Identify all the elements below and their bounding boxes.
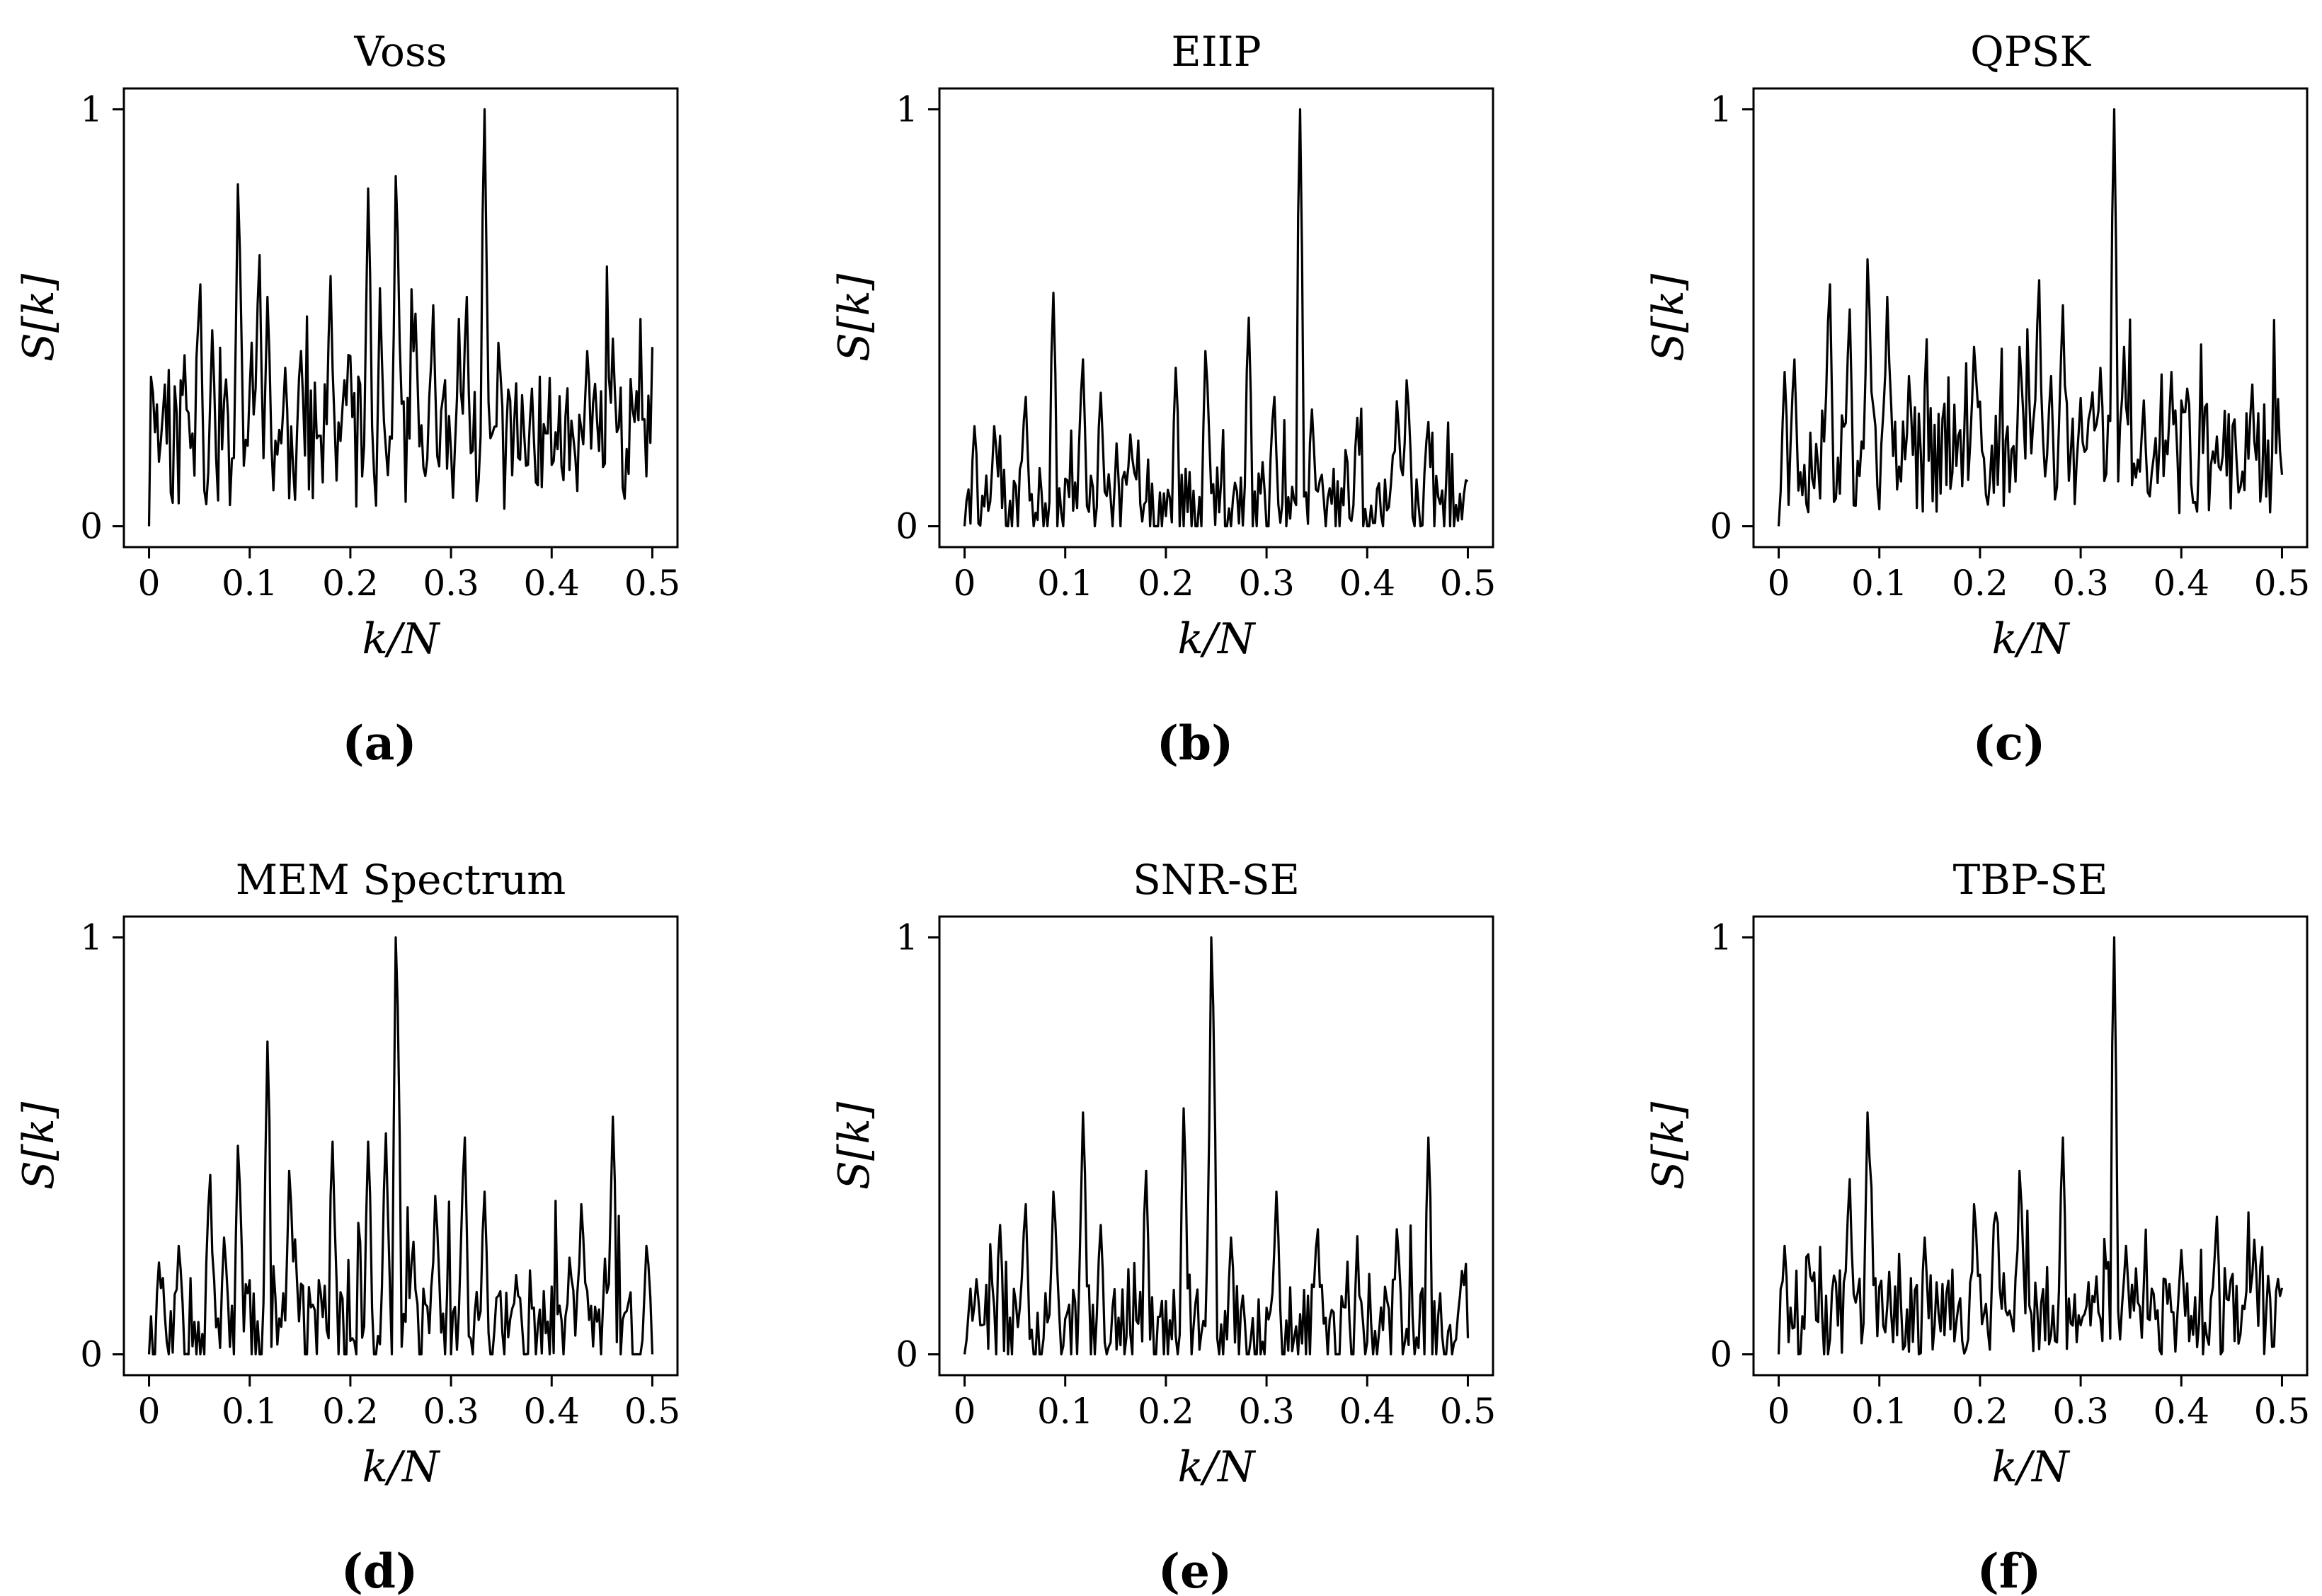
x-tick-label: 0.5 bbox=[2254, 563, 2311, 604]
plot-frame bbox=[1752, 87, 2309, 549]
y-tick-label: 1 bbox=[1710, 917, 1732, 958]
plot-frame bbox=[938, 915, 1494, 1377]
x-tick-label: 0.3 bbox=[2052, 563, 2109, 604]
panel-title: MEM Spectrum bbox=[236, 856, 566, 904]
panel-title: Voss bbox=[353, 28, 447, 76]
y-tick-label: 1 bbox=[80, 917, 103, 958]
x-axis-label: k/N bbox=[1177, 1442, 1257, 1492]
panel-tag: (f) bbox=[1977, 1544, 2042, 1596]
series-line bbox=[1777, 108, 2284, 527]
x-tick-label: 0.2 bbox=[1138, 563, 1194, 604]
x-tick-label: 0.5 bbox=[1440, 1391, 1497, 1432]
x-tick-label: 0 bbox=[138, 563, 161, 604]
plot-frame bbox=[1752, 915, 2309, 1377]
x-tick-label: 0.1 bbox=[222, 563, 278, 604]
x-axis-label: k/N bbox=[1991, 614, 2071, 664]
x-axis-label: k/N bbox=[362, 1442, 441, 1492]
x-tick-label: 0.1 bbox=[1037, 1391, 1094, 1432]
x-tick-label: 0.3 bbox=[423, 563, 479, 604]
chart-panel-eiip: EIIP 0 0.1 0.2 0.3 0.4 0.5 0 1 k/N S[k] (b) bbox=[830, 28, 1496, 771]
panel-tag: (b) bbox=[1157, 716, 1234, 771]
panel-title: QPSK bbox=[1970, 28, 2091, 76]
y-tick-label: 1 bbox=[80, 88, 103, 130]
x-tick-label: 0.1 bbox=[1851, 1391, 1908, 1432]
y-axis-label: S[k] bbox=[14, 273, 64, 362]
y-axis-label: S[k] bbox=[1644, 273, 1693, 362]
panel-title: SNR-SE bbox=[1133, 856, 1300, 904]
x-tick-label: 0.1 bbox=[222, 1391, 278, 1432]
plot-frame bbox=[938, 87, 1494, 549]
x-tick-label: 0.3 bbox=[2052, 1391, 2109, 1432]
x-tick-label: 0 bbox=[1768, 563, 1790, 604]
panel-tag: (d) bbox=[341, 1544, 418, 1596]
x-tick-label: 0 bbox=[954, 1391, 976, 1432]
x-axis-label: k/N bbox=[1991, 1442, 2071, 1492]
panel-tag: (c) bbox=[1973, 716, 2046, 771]
chart-panel-voss: Voss 0 0.1 0.2 0.3 0.4 0.5 0 1 k/N S[k] (a) bbox=[14, 28, 680, 771]
x-tick-label: 0.2 bbox=[1952, 1391, 2008, 1432]
chart-panel-mem-spectrum: MEM Spectrum 0 0.1 0.2 0.3 0.4 0.5 0 1 k/N S[k] (d) bbox=[14, 856, 680, 1596]
x-tick-label: 0.4 bbox=[524, 1391, 580, 1432]
panel-title: EIIP bbox=[1171, 28, 1261, 76]
panel-tag: (a) bbox=[342, 716, 416, 771]
x-tick-label: 0 bbox=[954, 563, 976, 604]
series-line bbox=[963, 936, 1470, 1356]
x-tick-label: 0.3 bbox=[1238, 563, 1295, 604]
series-line bbox=[1777, 936, 2284, 1356]
panel-tag: (e) bbox=[1158, 1544, 1232, 1596]
series-line bbox=[963, 108, 1469, 528]
x-tick-label: 0.5 bbox=[624, 1391, 681, 1432]
chart-panel-snr-se: SNR-SE 0 0.1 0.2 0.3 0.4 0.5 0 1 k/N S[k] (e) bbox=[830, 856, 1496, 1596]
x-tick-label: 0.4 bbox=[524, 563, 580, 604]
x-tick-label: 0.1 bbox=[1851, 563, 1908, 604]
y-tick-label: 0 bbox=[80, 506, 103, 547]
chart-panel-qpsk: QPSK 0 0.1 0.2 0.3 0.4 0.5 0 1 k/N S[k] (c) bbox=[1644, 28, 2310, 771]
y-tick-label: 0 bbox=[1710, 1334, 1732, 1375]
x-axis-label: k/N bbox=[1177, 614, 1257, 664]
x-tick-label: 0.5 bbox=[624, 563, 681, 604]
y-axis-label: S[k] bbox=[830, 1101, 879, 1190]
y-axis-label: S[k] bbox=[1644, 1101, 1693, 1190]
plot-frame bbox=[122, 87, 679, 549]
x-tick-label: 0.4 bbox=[2154, 563, 2210, 604]
y-tick-label: 1 bbox=[896, 917, 918, 958]
y-tick-label: 0 bbox=[896, 506, 918, 547]
plot-frame bbox=[122, 915, 679, 1377]
series-line bbox=[147, 936, 654, 1356]
x-tick-label: 0.2 bbox=[322, 563, 379, 604]
y-axis-label: S[k] bbox=[830, 273, 879, 362]
x-tick-label: 0 bbox=[138, 1391, 161, 1432]
y-tick-label: 0 bbox=[80, 1334, 103, 1375]
x-tick-label: 0.2 bbox=[322, 1391, 379, 1432]
chart-panel-tbp-se: TBP-SE 0 0.1 0.2 0.3 0.4 0.5 0 1 k/N S[k] (f) bbox=[1644, 856, 2310, 1596]
x-tick-label: 0.5 bbox=[1440, 563, 1497, 604]
y-tick-label: 1 bbox=[896, 88, 918, 130]
x-tick-label: 0.5 bbox=[2254, 1391, 2311, 1432]
y-tick-label: 1 bbox=[1710, 88, 1732, 130]
x-tick-label: 0.3 bbox=[423, 1391, 479, 1432]
x-tick-label: 0.2 bbox=[1952, 563, 2008, 604]
x-axis-label: k/N bbox=[362, 614, 441, 664]
y-tick-label: 0 bbox=[896, 1334, 918, 1375]
x-tick-label: 0.3 bbox=[1238, 1391, 1295, 1432]
x-tick-label: 0.4 bbox=[2154, 1391, 2210, 1432]
series-line bbox=[147, 108, 654, 527]
x-tick-label: 0.4 bbox=[1339, 1391, 1396, 1432]
x-tick-label: 0 bbox=[1768, 1391, 1790, 1432]
y-tick-label: 0 bbox=[1710, 506, 1732, 547]
x-tick-label: 0.4 bbox=[1339, 563, 1396, 604]
y-axis-label: S[k] bbox=[14, 1101, 64, 1190]
x-tick-label: 0.1 bbox=[1037, 563, 1094, 604]
panel-title: TBP-SE bbox=[1953, 856, 2108, 904]
x-tick-label: 0.2 bbox=[1138, 1391, 1194, 1432]
